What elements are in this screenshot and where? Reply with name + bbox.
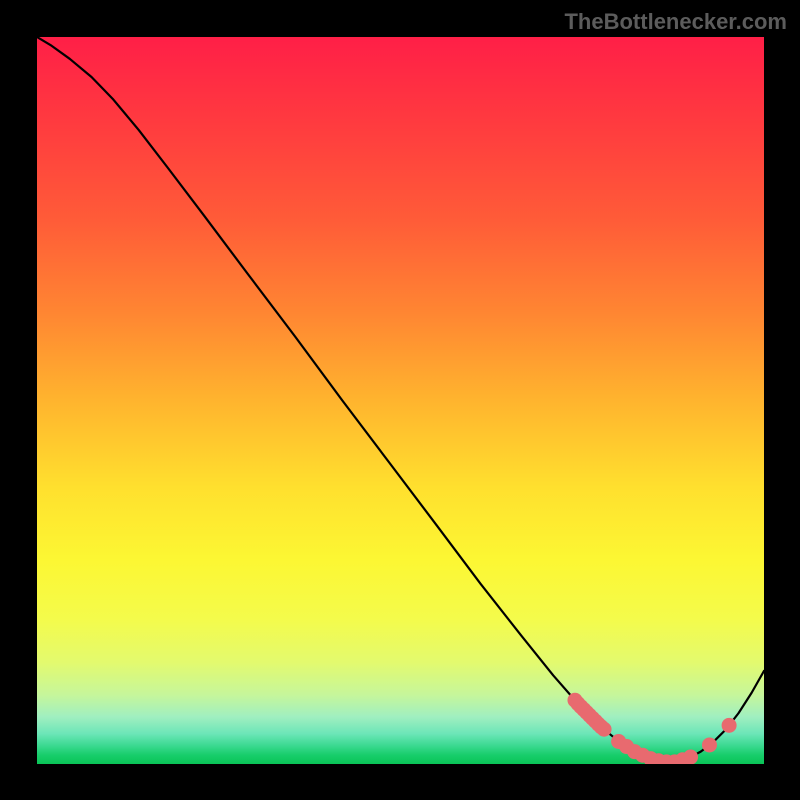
- data-marker: [683, 750, 698, 764]
- chart-container: TheBottlenecker.com: [0, 0, 800, 800]
- data-marker: [722, 718, 737, 733]
- data-marker: [702, 737, 717, 752]
- plot-area: [37, 37, 764, 764]
- gradient-background: [37, 37, 764, 764]
- data-marker: [597, 722, 612, 737]
- watermark-text: TheBottlenecker.com: [564, 9, 787, 35]
